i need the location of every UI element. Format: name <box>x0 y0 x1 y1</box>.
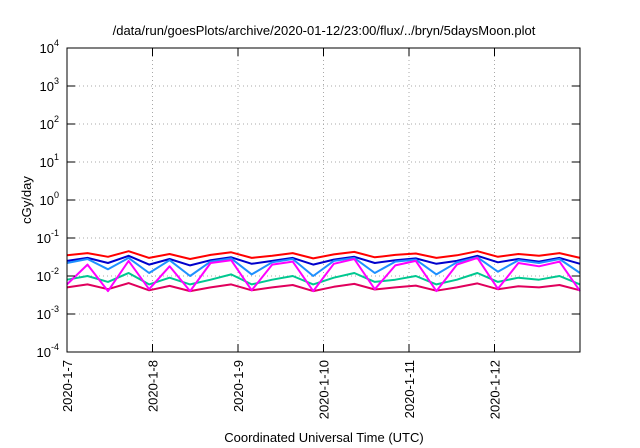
series-line-4 <box>66 272 581 286</box>
series-layer <box>66 250 581 293</box>
x-tick-label: 2020-1-8 <box>146 360 161 412</box>
x-ticks: 2020-1-7 2020-1-8 2020-1-9 2020-1-10 2020-1-… <box>60 48 503 419</box>
grid-layer <box>67 48 580 352</box>
series-line-3 <box>66 256 581 277</box>
series-line-1 <box>66 250 581 260</box>
y-axis-label: cGy/day <box>19 176 34 224</box>
y-tick-label: 100 <box>40 190 59 208</box>
series-line-5 <box>66 282 581 293</box>
x-tick-label: 2020-1-11 <box>402 360 417 418</box>
y-ticks: 10-4 10-3 10-2 10-1 100 101 102 103 104 <box>37 38 580 360</box>
y-tick-label: 102 <box>40 114 59 132</box>
x-tick-label: 2020-1-12 <box>488 360 503 419</box>
y-tick-label: 10-2 <box>37 266 59 284</box>
y-tick-label: 10-4 <box>37 342 59 360</box>
series-line-2 <box>66 254 581 267</box>
x-tick-label: 2020-1-9 <box>231 360 246 412</box>
x-tick-label: 2020-1-10 <box>317 360 332 419</box>
y-tick-label: 10-1 <box>37 228 59 246</box>
x-axis-label: Coordinated Universal Time (UTC) <box>224 430 423 445</box>
chart-title: /data/run/goesPlots/archive/2020-01-12/2… <box>113 23 536 38</box>
x-tick-label: 2020-1-7 <box>60 360 75 412</box>
y-tick-label: 101 <box>40 152 59 170</box>
y-tick-label: 10-3 <box>37 304 59 322</box>
y-tick-label: 103 <box>40 76 59 94</box>
y-tick-label: 104 <box>40 38 59 56</box>
series-line-6 <box>66 256 581 293</box>
